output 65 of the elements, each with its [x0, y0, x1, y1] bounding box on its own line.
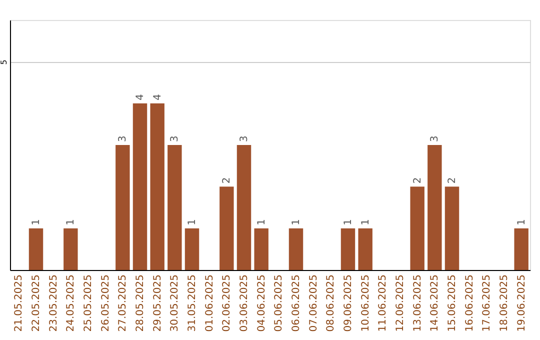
x-tick-label: 03.06.2025	[239, 274, 250, 332]
x-tick-label: 14.06.2025	[430, 274, 441, 332]
bar	[340, 228, 356, 270]
x-tick-label: 13.06.2025	[412, 274, 424, 332]
x-tick-label: 24.05.2025	[66, 274, 77, 332]
x-tick-label: 16.06.2025	[464, 274, 476, 332]
x-tick-label: 07.06.2025	[308, 274, 320, 332]
bar	[358, 228, 372, 270]
x-tick-label: 19.06.2025	[516, 274, 528, 332]
data-label: 1	[360, 218, 372, 226]
x-tick-label: 31.05.2025	[187, 274, 198, 332]
x-tick-label: 11.06.2025	[378, 274, 389, 332]
x-tick-label: 10.06.2025	[360, 274, 372, 332]
bar	[220, 186, 234, 270]
data-label: 3	[170, 136, 181, 142]
x-tick-label: 05.06.2025	[274, 274, 285, 332]
x-tick-label: 25.05.2025	[83, 274, 94, 332]
bar	[444, 186, 460, 270]
data-label: 1	[187, 218, 198, 226]
bar	[288, 228, 304, 270]
x-tick-label: 26.05.2025	[100, 274, 112, 332]
data-label: 1	[516, 218, 528, 226]
bar	[428, 145, 442, 270]
data-label: 1	[66, 218, 77, 226]
x-tick-label: 23.05.2025	[48, 274, 60, 332]
data-label: 3	[239, 136, 250, 142]
data-label: 3	[430, 136, 441, 142]
x-tick-label: 08.06.2025	[326, 274, 337, 332]
data-label: 4	[135, 94, 146, 100]
bar	[116, 145, 130, 270]
x-tick-label: 17.06.2025	[482, 274, 493, 332]
data-label: 1	[31, 218, 42, 226]
x-tick-label: 29.05.2025	[152, 274, 164, 332]
y-tick-label: 5	[0, 60, 8, 65]
data-label: 2	[447, 177, 458, 184]
x-tick-label: 21.05.2025	[14, 274, 25, 332]
x-tick-label: 27.05.2025	[118, 274, 129, 332]
x-tick-label: 30.05.2025	[170, 274, 181, 332]
x-tick-label: 15.06.2025	[447, 274, 458, 332]
bar	[254, 228, 268, 270]
x-tick-label: 18.06.2025	[499, 274, 510, 332]
bar	[184, 228, 200, 270]
x-tick-label: 22.05.2025	[31, 274, 42, 332]
data-label: 1	[256, 218, 268, 226]
x-tick-label: 28.05.2025	[135, 274, 146, 332]
data-label: 3	[118, 136, 129, 142]
x-tick-label: 04.06.2025	[256, 274, 268, 332]
x-tick-label: 02.06.2025	[222, 274, 233, 332]
data-label: 4	[152, 94, 164, 100]
bar	[236, 145, 252, 270]
bar	[64, 228, 78, 270]
data-label: 1	[343, 218, 354, 226]
x-tick-label: 12.06.2025	[395, 274, 406, 332]
data-label: 2	[412, 177, 424, 184]
x-tick-label: 06.06.2025	[291, 274, 302, 332]
bar	[28, 228, 44, 270]
bar	[168, 145, 182, 270]
bar	[410, 186, 424, 270]
x-tick-label: 09.06.2025	[343, 274, 354, 332]
x-tick-label: 01.06.2025	[204, 274, 216, 332]
bar	[150, 103, 164, 270]
data-label: 2	[222, 177, 233, 184]
data-label: 1	[291, 218, 302, 226]
bar	[514, 228, 528, 270]
bar	[132, 103, 148, 270]
